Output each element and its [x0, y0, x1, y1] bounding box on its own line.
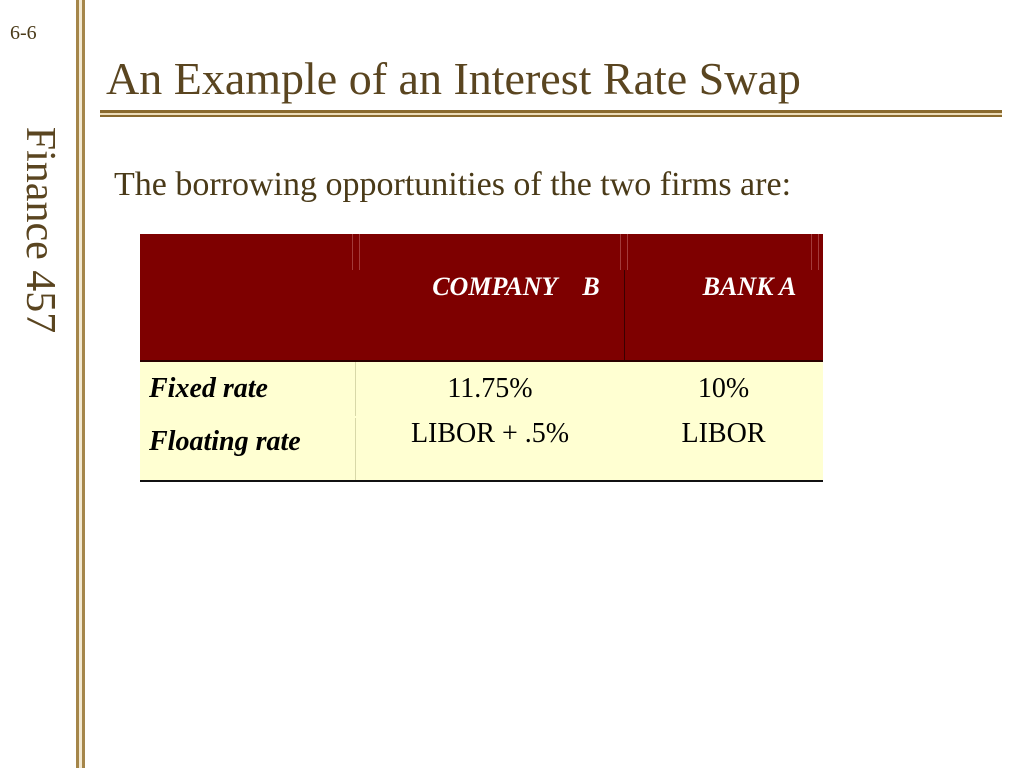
- course-label: Finance 457: [17, 126, 63, 334]
- header-cell-company-b: COMPANY B: [356, 234, 628, 360]
- header-cell-empty: [140, 234, 360, 360]
- title-underline-rule: [100, 110, 1002, 117]
- column-divider: [624, 270, 625, 360]
- cell-company-b-fixed: 11.75%: [447, 373, 533, 404]
- cell-bank-a-floating: LIBOR: [681, 418, 766, 449]
- table-row: Floating rate LIBOR + .5% LIBOR: [140, 416, 823, 480]
- row-label-fixed-rate: Fixed rate: [140, 362, 356, 416]
- table-body: Fixed rate 11.75% 10% Floating rate LIBO…: [140, 362, 823, 480]
- left-vertical-rule: [76, 0, 85, 768]
- cell-company-b-floating: LIBOR + .5%: [410, 418, 570, 449]
- header-cell-bank-a: BANK A: [624, 234, 823, 360]
- page-title: An Example of an Interest Rate Swap: [106, 53, 801, 104]
- table-header-row: COMPANY B BANK A: [140, 234, 823, 362]
- cell-bank-a-fixed: 10%: [697, 373, 750, 404]
- row-label-floating-rate: Floating rate: [140, 418, 356, 480]
- header-label-company-b: COMPANY B: [432, 272, 600, 301]
- table-row: Fixed rate 11.75% 10%: [140, 362, 823, 416]
- header-label-bank-a: BANK A: [702, 272, 797, 301]
- slide-number: 6-6: [10, 22, 37, 44]
- rates-table: COMPANY B BANK A Fixed rate 11.75% 10% F…: [140, 234, 823, 482]
- subtitle: The borrowing opportunities of the two f…: [114, 166, 792, 203]
